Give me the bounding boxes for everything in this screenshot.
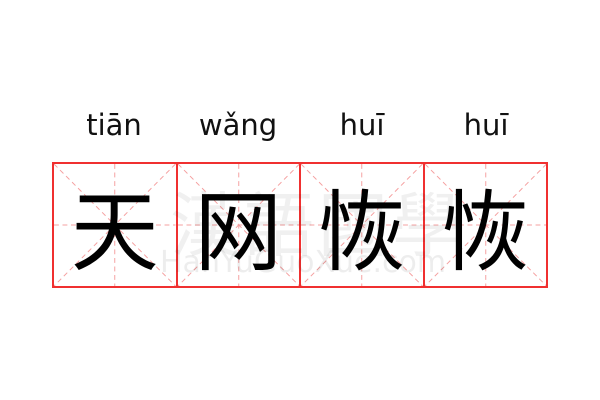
character: 天 [70,180,159,284]
watermark-logo: 漢語國學 [170,185,466,267]
character: 网 [194,180,283,284]
character: 恢 [317,180,406,284]
character-cell: 天 [54,164,178,286]
pinyin-2: wǎng [198,108,278,142]
character: 恢 [441,180,530,284]
pinyin-1: tiān [86,108,142,142]
character-cell: 网 [177,164,301,286]
watermark-site: HanYuGuoXue.com [160,245,447,280]
pinyin-3: huī [339,108,385,142]
pinyin-4: huī [463,108,509,142]
character-cell: 恢 [301,164,425,286]
character-grid: 天 网 恢 恢 [52,162,548,288]
character-cell: 恢 [424,164,546,286]
